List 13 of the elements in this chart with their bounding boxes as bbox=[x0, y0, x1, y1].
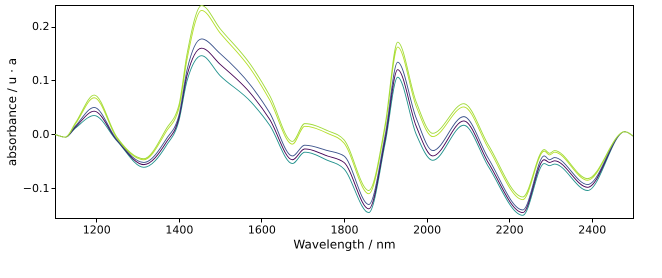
x-tick-label: 1800 bbox=[330, 224, 358, 236]
y-axis-title: absorbance / u · a bbox=[4, 58, 19, 166]
x-tick-label: 1600 bbox=[248, 224, 276, 236]
y-tick-label: 0.1 bbox=[32, 74, 50, 87]
x-axis-title: Wavelength / nm bbox=[293, 238, 396, 252]
x-tick-label: 1200 bbox=[82, 224, 111, 236]
x-tick-label: 2200 bbox=[496, 224, 524, 236]
y-tick-label: −0.1 bbox=[22, 182, 50, 195]
x-tick-label: 2400 bbox=[578, 224, 606, 236]
x-tick-label: 1400 bbox=[165, 224, 194, 236]
y-tick-label: 0.0 bbox=[32, 128, 50, 141]
y-tick-label: 0.2 bbox=[32, 20, 50, 34]
x-tick-label: 2000 bbox=[413, 224, 442, 236]
